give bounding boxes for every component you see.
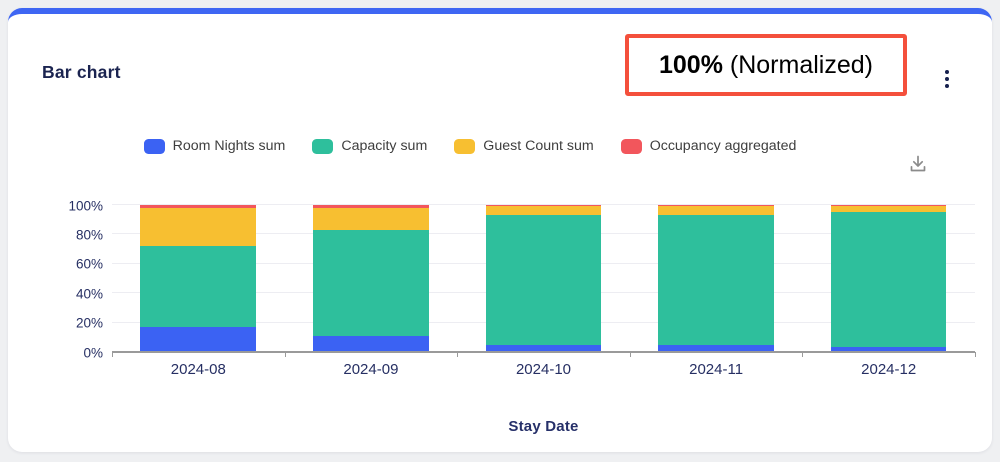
axis-tick: [284, 352, 286, 357]
y-axis-tick-label: 100%: [68, 198, 103, 213]
chart-legend: Room Nights sum Capacity sum Guest Count s…: [8, 136, 932, 156]
axis-tick: [975, 352, 976, 357]
bar-segment-room-nights-sum[interactable]: [658, 345, 774, 352]
bar-segment-guest-count-sum[interactable]: [313, 207, 429, 231]
bar-segment-room-nights-sum[interactable]: [485, 344, 602, 352]
x-axis-line: [112, 351, 975, 353]
x-axis-tick-label: 2024-10: [515, 361, 572, 378]
axis-tick: [457, 352, 459, 357]
bar-segment-room-nights-sum[interactable]: [140, 327, 257, 352]
download-icon[interactable]: [901, 147, 935, 181]
chart-card: Bar chart 100% (Normalized) Room Nights …: [8, 8, 992, 452]
bar-segment-room-nights-sum[interactable]: [830, 346, 947, 352]
x-axis-tick-label: 2024-11: [689, 361, 744, 378]
bar-column-2024-09: 2024-09: [285, 205, 458, 378]
bar-segment-occupancy-aggregated[interactable]: [658, 205, 774, 207]
stacked-bar[interactable]: [140, 205, 257, 352]
x-axis-tick-label: 2024-09: [343, 361, 399, 378]
y-axis-tick-label: 0%: [83, 345, 103, 360]
stacked-bar[interactable]: [313, 205, 429, 352]
bar-column-2024-11: 2024-11: [630, 205, 803, 378]
legend-swatch-icon: [312, 138, 334, 154]
y-axis-tick-label: 40%: [75, 286, 103, 302]
legend-item-capacity-sum[interactable]: Capacity sum: [312, 138, 427, 154]
bar-segment-guest-count-sum[interactable]: [485, 206, 602, 216]
axis-tick: [802, 352, 804, 357]
axis-tick: [629, 352, 631, 357]
bar-segment-capacity-sum[interactable]: [140, 246, 257, 328]
legend-label: Occupancy aggregated: [649, 138, 797, 154]
legend-item-occupancy-aggregated[interactable]: Occupancy aggregated: [620, 138, 797, 154]
x-axis-tick-label: 2024-08: [170, 361, 226, 378]
bar-segment-occupancy-aggregated[interactable]: [313, 205, 429, 208]
bar-column-2024-10: 2024-10: [457, 205, 630, 378]
stacked-bar[interactable]: [830, 205, 947, 352]
legend-swatch-icon: [143, 138, 165, 154]
bar-segment-occupancy-aggregated[interactable]: [830, 205, 947, 207]
bar-segment-capacity-sum[interactable]: [485, 215, 602, 345]
gridline: [112, 204, 975, 205]
normalized-annotation: 100% (Normalized): [625, 34, 907, 96]
x-axis-tick-label: 2024-12: [861, 361, 917, 378]
stacked-bar[interactable]: [485, 205, 602, 352]
annotation-value: 100%: [659, 50, 723, 79]
bar-segment-capacity-sum[interactable]: [313, 230, 429, 336]
kebab-menu-icon[interactable]: [934, 62, 960, 96]
y-axis-tick-label: 80%: [75, 227, 103, 243]
y-axis-tick-label: 60%: [75, 256, 103, 272]
bar-segment-guest-count-sum[interactable]: [658, 206, 774, 216]
bar-segment-room-nights-sum[interactable]: [313, 335, 429, 352]
card-title: Bar chart: [42, 62, 121, 82]
bar-column-2024-12: 2024-12: [802, 205, 975, 378]
bar-segment-occupancy-aggregated[interactable]: [140, 205, 257, 208]
legend-swatch-icon: [620, 138, 642, 154]
legend-swatch-icon: [454, 138, 476, 154]
annotation-suffix: (Normalized): [722, 50, 873, 79]
stacked-bar[interactable]: [658, 205, 774, 352]
bar-chart-plot: 0% 20% 40% 60% 80% 100% 2024-08 2024-09 2024-10 2…: [68, 198, 976, 378]
axis-tick: [112, 352, 113, 357]
legend-item-room-nights-sum[interactable]: Room Nights sum: [143, 138, 286, 154]
bar-segment-capacity-sum[interactable]: [658, 215, 774, 346]
legend-label: Capacity sum: [341, 138, 428, 154]
bar-columns: 2024-08 2024-09 2024-10 2024-11 2024-12: [112, 205, 975, 378]
bar-segment-occupancy-aggregated[interactable]: [485, 205, 602, 207]
legend-item-guest-count-sum[interactable]: Guest Count sum: [454, 138, 594, 154]
bar-segment-guest-count-sum[interactable]: [140, 207, 257, 247]
x-axis-title: Stay Date: [508, 418, 579, 435]
bar-segment-guest-count-sum[interactable]: [830, 206, 947, 213]
legend-label: Guest Count sum: [483, 138, 594, 154]
legend-label: Room Nights sum: [172, 138, 286, 154]
y-axis-tick-label: 20%: [75, 315, 103, 331]
bar-column-2024-08: 2024-08: [112, 205, 285, 378]
bar-segment-capacity-sum[interactable]: [830, 212, 947, 347]
